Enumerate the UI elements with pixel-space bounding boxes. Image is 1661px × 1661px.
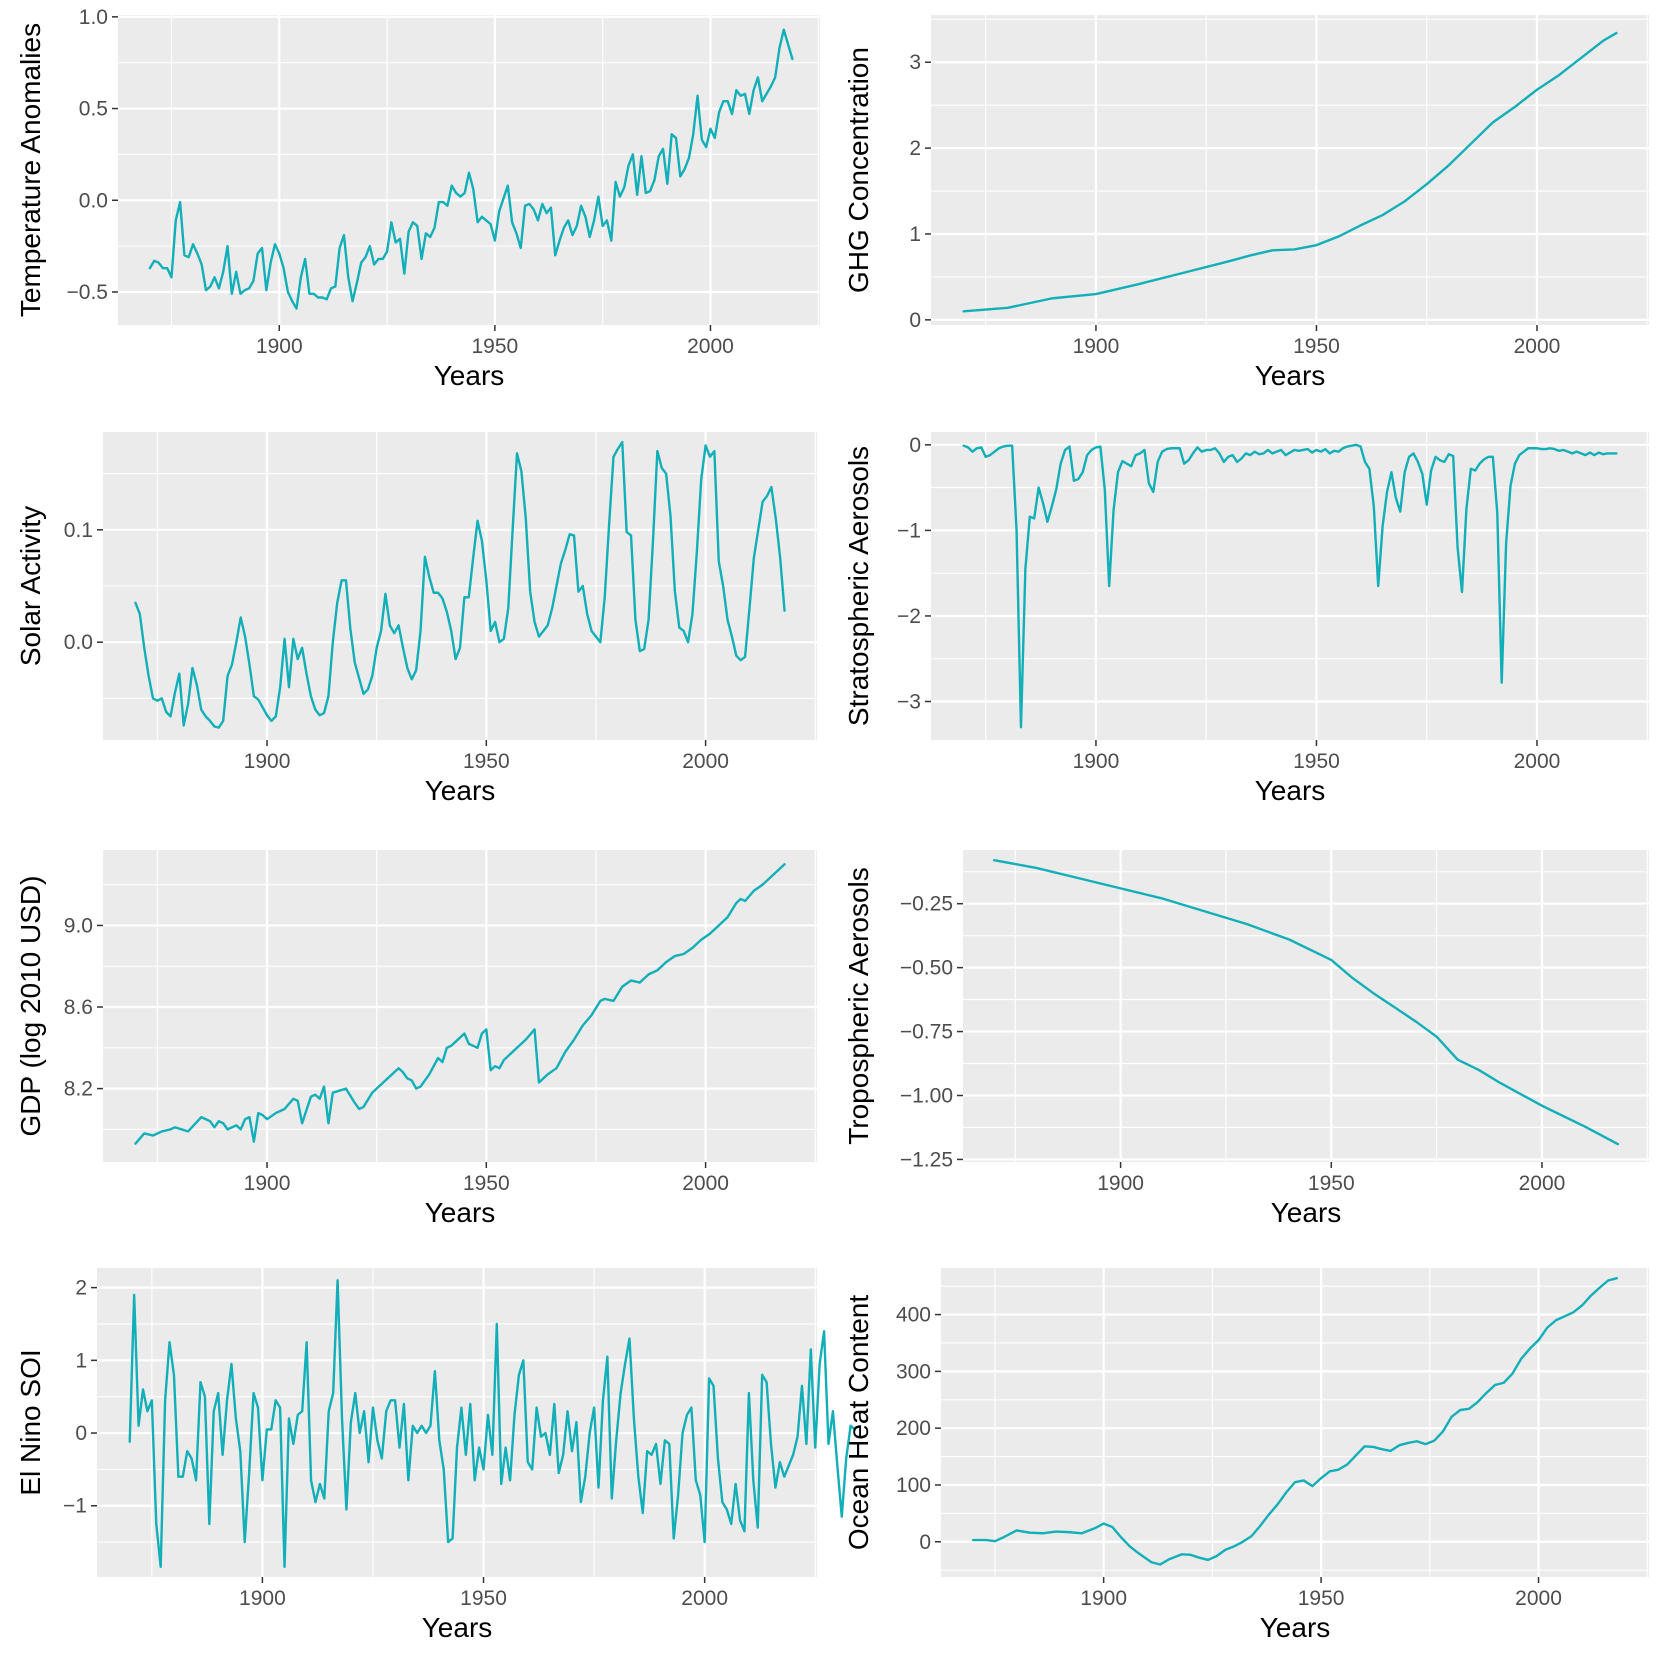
y-tick-label: −0.75 [900,1021,953,1044]
y-axis-title: El Nino SOI [15,1349,46,1495]
y-tick-label: −3 [897,691,921,714]
x-tick-label: 2000 [682,750,729,773]
y-tick-label: 1 [75,1349,87,1372]
x-tick-label: 2000 [1514,335,1561,358]
y-axis-title: Tropospheric Aerosols [843,867,874,1145]
x-axis-title: Years [1255,360,1326,391]
x-tick-label: 2000 [687,335,734,358]
panel-background [931,15,1649,325]
panel-background [97,1268,817,1577]
panel-stratospheric-aerosols: 1900 1950 2000 −3 −2 −1 0 Years Stratospheric Ae… [843,432,1649,806]
series-line-tropospheric-aerosols [992,859,1620,1146]
panel-background [931,432,1649,740]
x-tick-label: 1900 [244,1172,291,1195]
panel-background [941,1268,1649,1577]
y-tick-label: 3 [909,51,921,74]
panel-solar-activity: 1900 1950 2000 0.0 0.1 Years Solar Activity [15,432,817,806]
panel-tropospheric-aerosols: 1900 1950 2000 −1.25 −1.00 −0.75 −0.50 −0.25 Yea… [843,850,1649,1228]
panel-el-nino-soi: 1900 1950 2000 −1 0 1 2 Years El Nino SOI [15,1268,857,1643]
series-line-gdp-log-2010-usd [134,863,786,1145]
y-tick-label: −0.25 [900,893,953,916]
x-tick-label: 1900 [1073,750,1120,773]
x-tick-label: 1950 [1308,1172,1355,1195]
x-axis-title: Years [1271,1197,1342,1228]
x-axis-title: Years [425,775,496,806]
y-tick-label: −1 [63,1495,87,1518]
series-line-el-nino-soi [128,1279,857,1569]
series-line-ghg-concentration [962,31,1618,313]
x-tick-label: 2000 [1515,1587,1562,1610]
y-tick-label: 0.0 [79,189,108,212]
y-tick-label: 200 [896,1417,931,1440]
x-tick-label: 1900 [1097,1172,1144,1195]
x-tick-label: 1950 [1293,335,1340,358]
y-tick-label: −2 [897,605,921,628]
x-tick-label: 1900 [244,750,291,773]
y-tick-label: 2 [75,1277,87,1300]
x-tick-label: 1950 [463,1172,510,1195]
y-tick-label: 8.6 [64,996,93,1019]
y-tick-label: 400 [896,1304,931,1327]
y-axis-title: Solar Activity [15,506,46,666]
x-tick-label: 1900 [256,335,303,358]
y-tick-label: 0.0 [64,631,93,654]
x-axis-title: Years [434,360,505,391]
y-tick-label: 0 [909,434,921,457]
y-tick-label: −1.25 [900,1148,953,1171]
x-tick-label: 2000 [1514,750,1561,773]
x-tick-label: 1950 [472,335,519,358]
x-tick-label: 1900 [239,1587,286,1610]
y-tick-label: 0 [75,1422,87,1445]
x-axis-title: Years [425,1197,496,1228]
panel-temperature-anomalies: 1900 1950 2000 −0.5 0.0 0.5 1.0 Years Temperatur… [15,6,820,391]
y-tick-label: 300 [896,1360,931,1383]
panel-background [118,15,820,325]
y-tick-label: −1.00 [900,1085,953,1108]
series-line-temperature-anomalies [148,28,794,310]
panel-background [963,850,1649,1162]
y-tick-label: 2 [909,137,921,160]
y-tick-label: 0.5 [79,98,108,121]
series-line-stratospheric-aerosols [962,443,1618,729]
y-axis-title: GHG Concentration [843,47,874,293]
x-tick-label: 1900 [1080,1587,1127,1610]
y-tick-label: −0.50 [900,957,953,980]
x-tick-label: 2000 [682,1172,729,1195]
panel-ghg-concentration: 1900 1950 2000 0 1 2 3 Years GHG Concentration [843,15,1649,391]
x-tick-label: 2000 [1519,1172,1566,1195]
x-axis-title: Years [422,1612,493,1643]
panel-gdp-log-2010-usd: 1900 1950 2000 8.2 8.6 9.0 Years GDP (log 2010 … [15,850,817,1228]
y-tick-label: 0.1 [64,519,93,542]
y-axis-title: Ocean Heat Content [843,1295,874,1550]
x-tick-label: 1950 [1298,1587,1345,1610]
y-axis-title: Stratospheric Aerosols [843,446,874,726]
y-axis-title: Temperature Anomalies [15,23,46,317]
y-tick-label: 8.2 [64,1078,93,1101]
y-axis-title: GDP (log 2010 USD) [15,876,46,1137]
y-tick-label: 1 [909,223,921,246]
y-tick-label: −0.5 [67,281,108,304]
series-line-solar-activity [134,440,786,729]
y-tick-label: 9.0 [64,914,93,937]
y-tick-label: −1 [897,519,921,542]
y-tick-label: 1.0 [79,6,108,29]
y-tick-label: 0 [919,1531,931,1554]
series-line-ocean-heat-content [971,1277,1619,1566]
x-tick-label: 1950 [463,750,510,773]
x-axis-title: Years [1255,775,1326,806]
x-tick-label: 2000 [681,1587,728,1610]
x-tick-label: 1950 [1293,750,1340,773]
panel-ocean-heat-content: 1900 1950 2000 0 100 200 300 400 Years Ocean Heat… [843,1268,1649,1643]
x-tick-label: 1900 [1073,335,1120,358]
x-tick-label: 1950 [460,1587,507,1610]
x-axis-title: Years [1260,1612,1331,1643]
y-tick-label: 100 [896,1474,931,1497]
y-tick-label: 0 [909,309,921,332]
